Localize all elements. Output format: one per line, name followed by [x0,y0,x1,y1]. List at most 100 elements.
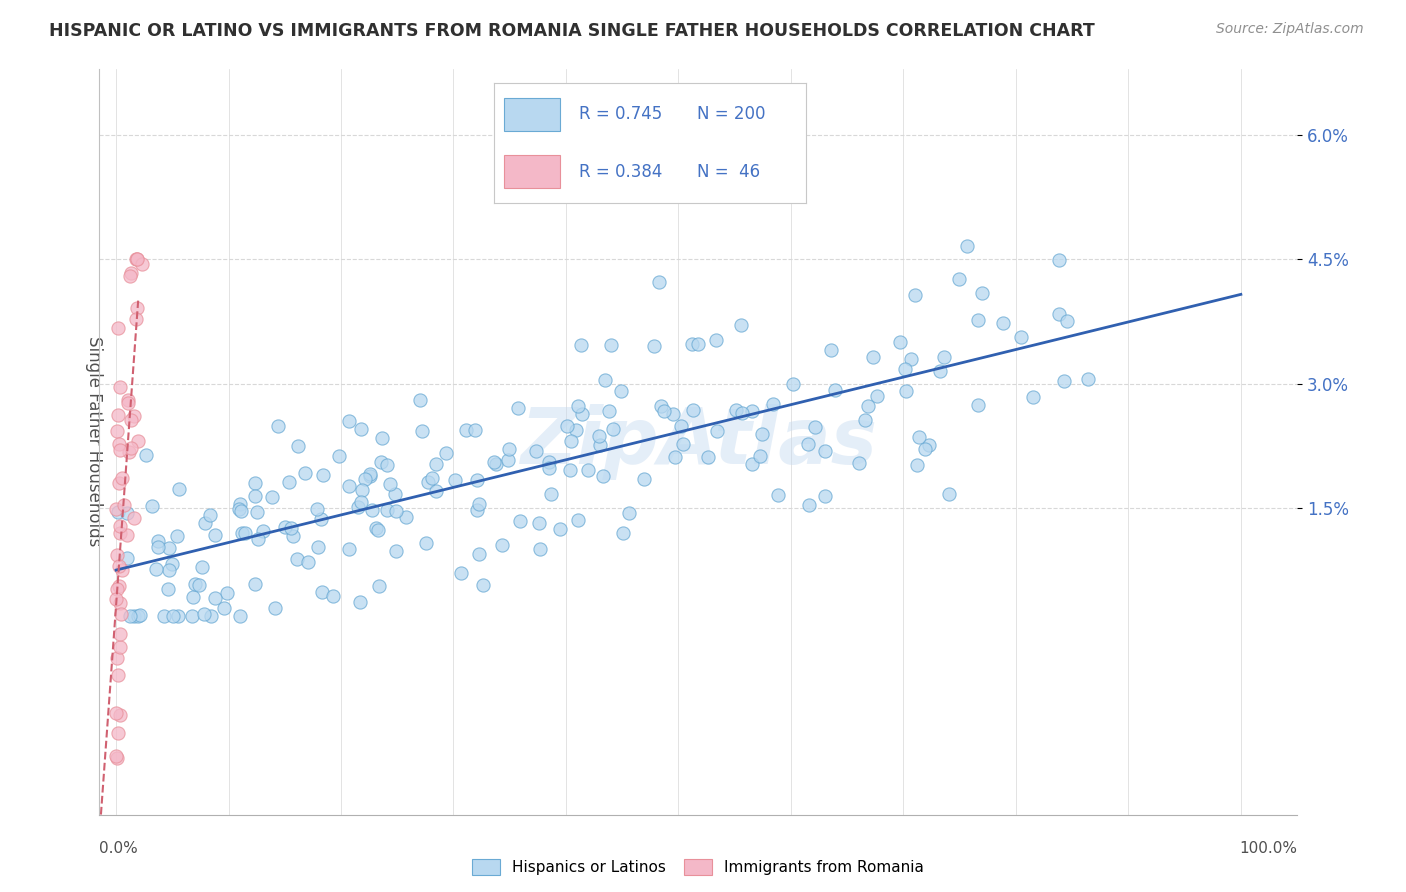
Point [894,361,917,376]
Point [322,590,344,604]
Point [907,430,929,444]
Point [160,557,183,571]
Point [135,448,157,462]
Point [157,563,180,577]
Point [540,487,562,501]
Point [280,521,302,535]
Point [367,523,389,537]
Point [309,512,332,526]
Point [443,473,465,487]
Point [567,513,589,527]
Point [312,467,335,482]
Point [125,252,148,267]
Point [111,470,134,484]
Point [415,535,437,549]
Point [127,301,149,315]
Point [148,534,170,549]
Point [696,450,718,464]
Point [110,596,132,610]
Point [619,507,641,521]
Text: ZipAtlas: ZipAtlas [520,403,877,480]
Point [361,502,384,516]
Point [108,436,131,450]
Point [105,502,128,516]
Point [120,413,142,427]
Point [395,510,418,524]
Point [900,351,922,366]
Point [267,419,290,434]
Point [243,577,266,591]
Point [229,503,252,517]
Point [537,461,560,475]
Point [558,463,581,477]
Point [485,457,508,471]
Point [105,424,128,438]
Point [181,591,204,605]
Point [148,540,170,554]
Point [751,426,773,441]
Point [856,399,879,413]
Point [204,591,226,605]
Point [506,401,529,415]
Point [349,422,371,436]
Point [509,515,531,529]
Point [824,384,846,398]
Point [934,350,956,364]
Point [1053,374,1076,388]
Point [117,393,139,408]
Point [187,578,209,592]
Point [529,542,551,557]
Point [576,463,599,477]
Point [465,473,488,487]
Point [305,501,328,516]
Point [589,438,612,452]
Point [274,520,297,534]
Point [643,338,665,352]
Point [384,487,406,501]
Point [929,364,952,378]
Point [105,582,128,597]
Point [328,449,350,463]
Point [243,489,266,503]
Point [212,601,235,615]
Point [347,500,370,514]
Point [472,578,495,592]
Point [231,525,253,540]
Point [565,424,588,438]
Point [200,508,222,522]
Point [145,562,167,576]
Point [107,559,129,574]
Point [157,541,180,555]
Point [122,409,145,423]
Point [247,533,270,547]
Point [650,399,672,413]
Point [107,505,129,519]
Point [370,431,392,445]
Point [662,407,685,421]
Point [385,544,408,558]
Point [124,312,146,326]
Point [672,437,695,451]
Point [1056,314,1078,328]
Point [866,389,889,403]
Point [567,399,589,413]
Point [364,520,387,534]
Point [107,725,129,739]
Text: 100.0%: 100.0% [1239,841,1298,856]
Point [115,551,138,566]
Point [115,506,138,520]
Point [491,538,513,552]
Point [215,585,238,599]
Point [110,626,132,640]
Point [682,403,704,417]
Point [252,524,274,538]
Text: HISPANIC OR LATINO VS IMMIGRANTS FROM ROMANIA SINGLE FATHER HOUSEHOLDS CORRELATI: HISPANIC OR LATINO VS IMMIGRANTS FROM RO… [49,22,1095,40]
Point [741,457,763,471]
Point [537,455,560,469]
Point [560,434,582,449]
Point [112,498,135,512]
Point [569,338,592,352]
Point [167,608,190,623]
Point [425,483,447,498]
Point [967,398,990,412]
